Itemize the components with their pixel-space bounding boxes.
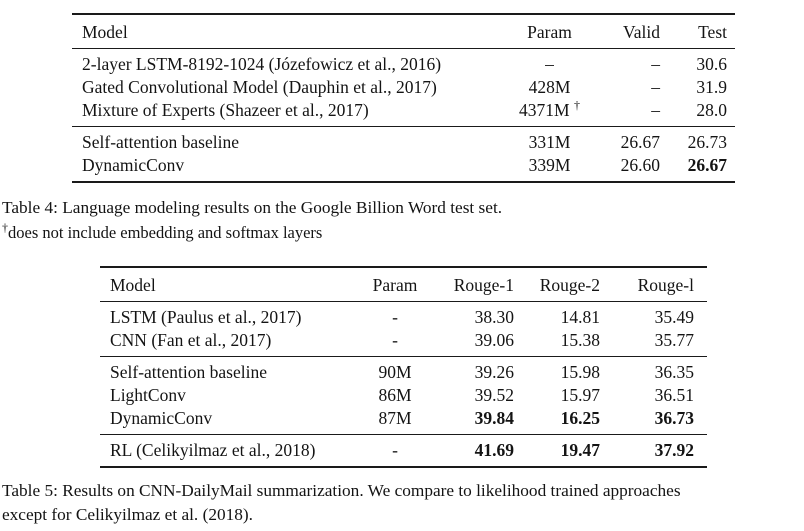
table5-group-rl: RL (Celikyilmaz et al., 2018) - 41.69 19… bbox=[100, 434, 707, 468]
cell-rouge1: 39.06 bbox=[474, 330, 514, 350]
cell-model: Gated Convolutional Model (Dauphin et al… bbox=[82, 77, 437, 97]
cell-param: 339M bbox=[528, 155, 571, 175]
table4-caption: Table 4: Language modeling results on th… bbox=[2, 198, 503, 217]
cell-rouge1: 39.26 bbox=[474, 362, 514, 382]
cell-rouge1: 41.69 bbox=[474, 440, 514, 460]
table-row: DynamicConv 87M 39.84 16.25 36.73 bbox=[100, 407, 707, 435]
cell-param: 331M bbox=[528, 132, 571, 152]
cell-param: - bbox=[392, 330, 398, 350]
table4-group-this-work: Self-attention baseline 331M 26.67 26.73… bbox=[72, 126, 735, 183]
table5-caption: Table 5: Results on CNN-DailyMail summar… bbox=[2, 479, 804, 527]
cell-rougel: 35.49 bbox=[654, 307, 694, 327]
cell-rouge2: 16.25 bbox=[560, 408, 600, 428]
cell-rouge2: 15.97 bbox=[560, 385, 600, 405]
cell-model: RL (Celikyilmaz et al., 2018) bbox=[110, 440, 316, 460]
table-row: CNN (Fan et al., 2017) - 39.06 15.38 35.… bbox=[100, 329, 707, 357]
table-row: Gated Convolutional Model (Dauphin et al… bbox=[72, 76, 735, 99]
cell-rouge1: 39.52 bbox=[474, 385, 514, 405]
col-header-valid: Valid bbox=[607, 14, 677, 49]
cell-model: CNN (Fan et al., 2017) bbox=[110, 330, 272, 350]
cell-model: DynamicConv bbox=[82, 155, 185, 175]
cell-param: – bbox=[545, 54, 554, 74]
cell-param: 90M bbox=[378, 362, 412, 382]
cell-valid: – bbox=[651, 54, 660, 74]
cell-param: - bbox=[392, 440, 398, 460]
cell-rougel: 37.92 bbox=[654, 440, 694, 460]
table5-summarization: Model Param Rouge-1 Rouge-2 Rouge-l LSTM… bbox=[100, 266, 707, 468]
cell-param: 4371M † bbox=[492, 99, 607, 127]
table-row: RL (Celikyilmaz et al., 2018) - 41.69 19… bbox=[100, 435, 707, 468]
table-row: Self-attention baseline 331M 26.67 26.73 bbox=[72, 127, 735, 155]
cell-rouge2: 19.47 bbox=[560, 440, 600, 460]
table5-group-prior-work: LSTM (Paulus et al., 2017) - 38.30 14.81… bbox=[100, 302, 707, 357]
cell-model: Self-attention baseline bbox=[110, 362, 267, 382]
cell-rouge2: 15.38 bbox=[560, 330, 600, 350]
table4-group-prior-work: 2-layer LSTM-8192-1024 (Józefowicz et al… bbox=[72, 49, 735, 127]
table-row: Mixture of Experts (Shazeer et al., 2017… bbox=[72, 99, 735, 127]
cell-param: - bbox=[392, 307, 398, 327]
table5-caption-line2: except for Celikyilmaz et al. (2018). bbox=[2, 505, 253, 524]
cell-rougel: 36.73 bbox=[654, 408, 694, 428]
cell-rougel: 35.77 bbox=[654, 330, 694, 350]
cell-rouge1: 39.84 bbox=[474, 408, 514, 428]
cell-model: Self-attention baseline bbox=[82, 132, 239, 152]
table4-footnote: †does not include embedding and softmax … bbox=[2, 221, 792, 245]
cell-rouge2: 15.98 bbox=[560, 362, 600, 382]
col-header-param: Param bbox=[340, 267, 450, 302]
cell-model: DynamicConv bbox=[110, 408, 213, 428]
table4-language-modeling: Model Param Valid Test 2-layer LSTM-8192… bbox=[72, 13, 735, 183]
table4-header: Model Param Valid Test bbox=[72, 14, 735, 49]
cell-rouge1: 38.30 bbox=[474, 307, 514, 327]
cell-rougel: 36.35 bbox=[654, 362, 694, 382]
col-header-model: Model bbox=[72, 14, 492, 49]
table-row: 2-layer LSTM-8192-1024 (Józefowicz et al… bbox=[72, 49, 735, 77]
table5-header: Model Param Rouge-1 Rouge-2 Rouge-l bbox=[100, 267, 707, 302]
table-row: Self-attention baseline 90M 39.26 15.98 … bbox=[100, 357, 707, 385]
cell-test: 26.67 bbox=[687, 155, 727, 175]
table4-container: Model Param Valid Test 2-layer LSTM-8192… bbox=[72, 13, 735, 183]
col-header-test: Test bbox=[677, 14, 735, 49]
cell-valid: 26.60 bbox=[620, 155, 660, 175]
col-header-rougel: Rouge-l bbox=[615, 267, 707, 302]
param-value: 4371M bbox=[519, 100, 570, 120]
table5-caption-line1: Table 5: Results on CNN-DailyMail summar… bbox=[2, 481, 681, 500]
col-header-rouge2: Rouge-2 bbox=[520, 267, 615, 302]
cell-model: LightConv bbox=[110, 385, 186, 405]
dagger-mark: † bbox=[573, 98, 580, 113]
table5-container: Model Param Rouge-1 Rouge-2 Rouge-l LSTM… bbox=[100, 266, 707, 468]
cell-model: Mixture of Experts (Shazeer et al., 2017… bbox=[82, 100, 369, 120]
cell-model: LSTM (Paulus et al., 2017) bbox=[110, 307, 302, 327]
cell-param: 428M bbox=[528, 77, 571, 97]
footnote-text: does not include embedding and softmax l… bbox=[8, 223, 323, 242]
table-row: LSTM (Paulus et al., 2017) - 38.30 14.81… bbox=[100, 302, 707, 330]
cell-valid: – bbox=[651, 77, 660, 97]
cell-test: 30.6 bbox=[696, 54, 727, 74]
cell-test: 26.73 bbox=[687, 132, 727, 152]
cell-model: 2-layer LSTM-8192-1024 (Józefowicz et al… bbox=[82, 54, 442, 74]
cell-param: 86M bbox=[378, 385, 412, 405]
table-header-row: Model Param Valid Test bbox=[72, 14, 735, 49]
col-header-model: Model bbox=[100, 267, 340, 302]
cell-valid: – bbox=[651, 100, 660, 120]
col-header-rouge1: Rouge-1 bbox=[450, 267, 520, 302]
table-row: LightConv 86M 39.52 15.97 36.51 bbox=[100, 384, 707, 407]
table5-group-this-work: Self-attention baseline 90M 39.26 15.98 … bbox=[100, 356, 707, 435]
footnote-dagger-mark: † bbox=[2, 220, 8, 235]
col-header-param: Param bbox=[492, 14, 607, 49]
cell-valid: 26.67 bbox=[620, 132, 660, 152]
cell-param: 87M bbox=[378, 408, 412, 428]
cell-rouge2: 14.81 bbox=[560, 307, 600, 327]
table-row: DynamicConv 339M 26.60 26.67 bbox=[72, 154, 735, 182]
table-header-row: Model Param Rouge-1 Rouge-2 Rouge-l bbox=[100, 267, 707, 302]
cell-rougel: 36.51 bbox=[654, 385, 694, 405]
cell-test: 28.0 bbox=[696, 100, 727, 120]
cell-test: 31.9 bbox=[696, 77, 727, 97]
